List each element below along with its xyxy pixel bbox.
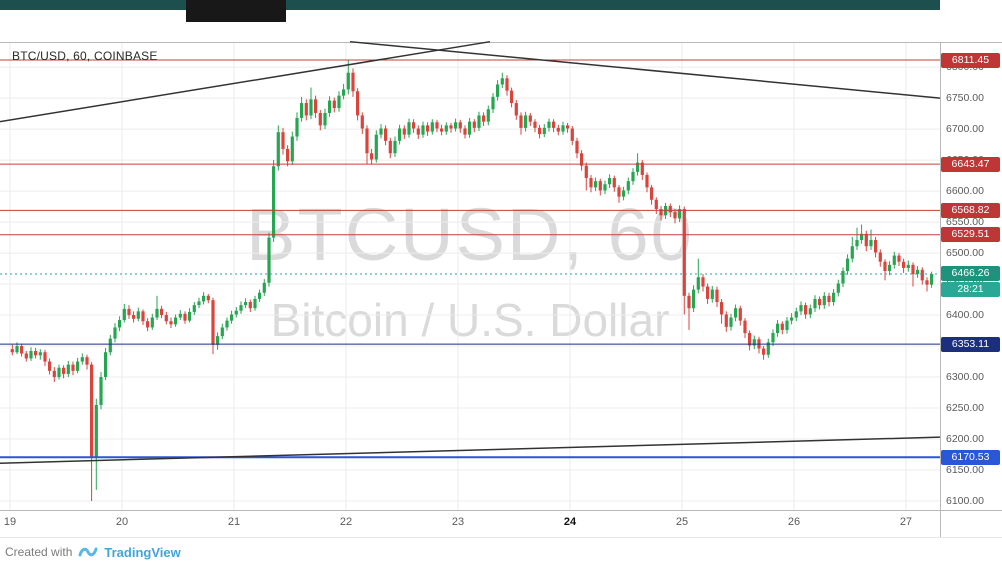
price-axis-label: 6500.00 [946,247,984,260]
price-axis-label: 6750.00 [946,92,984,105]
time-axis-label: 26 [787,516,801,528]
price-badge-6568.82: 6568.82 [941,202,1000,218]
time-axis-label: 20 [115,516,129,528]
time-axis-label: 21 [227,516,241,528]
time-axis-label: 27 [899,516,913,528]
price-level-lines[interactable] [0,59,940,459]
trendline-ascending[interactable] [0,436,941,464]
price-axis-label: 6200.00 [946,433,984,446]
price-axis-label: 6400.00 [946,309,984,322]
price-axis-label: 6150.00 [946,464,984,477]
price-axis-label: 6550.00 [946,216,984,229]
price-badge-6170.53: 6170.53 [941,449,1000,465]
price-badge-6811.45: 6811.45 [941,52,1000,68]
gridlines [0,42,940,510]
top-dark-box [186,0,286,22]
time-axis-label: 23 [451,516,465,528]
trendline-ascending[interactable] [0,40,491,123]
countdown-badge: 28:21 [941,282,1000,298]
price-axis-label: 6250.00 [946,402,984,415]
tradingview-link[interactable]: TradingView [104,544,181,560]
candlesticks [10,59,934,502]
time-axis[interactable]: 19 20 21 22 23 24 25 26 27 [0,510,1002,538]
top-strip [0,0,940,10]
price-badge-6466.26: 6466.26 [941,266,1000,282]
symbol-legend[interactable]: BTC/USD, 60, COINBASE [12,49,158,63]
chart-frame [0,42,1002,538]
price-badge-6643.47: 6643.47 [941,156,1000,172]
price-axis[interactable]: 6800.006750.006700.006650.006600.006550.… [940,0,1002,568]
time-axis-label: 22 [339,516,353,528]
price-axis-label: 6700.00 [946,123,984,136]
time-axis-label: 25 [675,516,689,528]
time-axis-label: 19 [3,516,17,528]
price-badge-6529.51: 6529.51 [941,227,1000,243]
price-axis-label: 6100.00 [946,495,984,507]
attribution: Created with TradingView [5,542,181,562]
price-axis-label: 6600.00 [946,185,984,198]
tradingview-logo-icon[interactable] [78,545,98,559]
price-axis-label: 6300.00 [946,371,984,384]
trendlines[interactable] [0,40,941,464]
price-badge-6353.11: 6353.11 [941,336,1000,352]
time-axis-label: 24 [563,516,577,528]
trendline-descending[interactable] [349,40,941,99]
created-with-label: Created with [5,545,73,559]
